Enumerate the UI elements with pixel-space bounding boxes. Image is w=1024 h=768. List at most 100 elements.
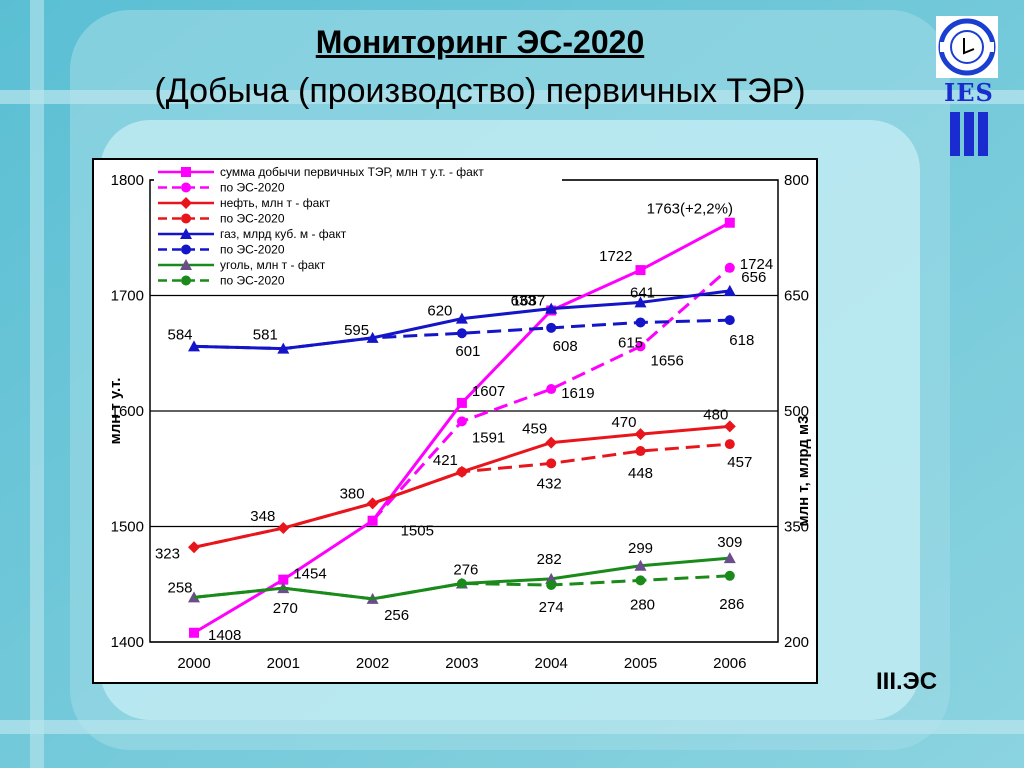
- data-label: 282: [537, 551, 562, 568]
- data-label: 1607: [472, 383, 505, 400]
- data-label: 581: [253, 327, 278, 344]
- data-point: [635, 575, 646, 586]
- legend-swatch-marker: [180, 228, 192, 239]
- legend-entry: газ, млрд куб. м - факт: [220, 227, 347, 241]
- legend-swatch-marker: [181, 182, 191, 193]
- data-point: [456, 397, 467, 408]
- data-label: 1619: [561, 385, 594, 402]
- data-point: [546, 458, 557, 469]
- data-point: [456, 466, 467, 477]
- data-label: 432: [537, 475, 562, 492]
- data-point: [634, 296, 647, 308]
- data-label: 448: [628, 465, 653, 482]
- x-tick-label: 2005: [624, 655, 657, 672]
- data-point: [635, 317, 646, 328]
- x-tick-label: 2001: [267, 655, 300, 672]
- x-tick-label: 2000: [177, 655, 210, 672]
- logo-text: IES: [944, 78, 994, 107]
- chart-panel: 1400 200 1500 350 1600 500 1700 650 1800 800 2000 2…: [92, 158, 818, 684]
- data-point: [455, 312, 468, 324]
- x-tick-label: 2003: [445, 655, 478, 672]
- section-label: III.ЭС: [876, 668, 938, 695]
- data-label: 480: [703, 406, 728, 423]
- data-label: 641: [630, 284, 655, 301]
- data-label: 1763(+2,2%): [647, 201, 733, 218]
- data-label: 584: [167, 326, 192, 343]
- y-right-tick-label: 200: [784, 634, 809, 651]
- legend-entry: по ЭС-2020: [220, 181, 285, 195]
- y-left-axis-label: млн т у.т.: [107, 378, 124, 445]
- data-label: 1722: [599, 248, 632, 265]
- data-label: 470: [611, 414, 636, 431]
- data-label: 615: [618, 334, 643, 351]
- data-label: 608: [553, 338, 578, 355]
- data-label: 595: [344, 322, 369, 339]
- data-label: 1656: [651, 352, 684, 369]
- legend-entry: по ЭС-2020: [220, 274, 285, 288]
- legend-entry: уголь, млн т - факт: [220, 258, 326, 272]
- data-label: 1505: [401, 523, 434, 540]
- legend-swatch-marker: [181, 167, 191, 177]
- page-title: Мониторинг ЭС-2020: [315, 24, 645, 60]
- y-left-tick-label: 1400: [111, 634, 144, 651]
- y-left-tick-label: 1800: [111, 172, 144, 189]
- legend-swatch-marker: [181, 275, 191, 286]
- data-label: 256: [384, 607, 409, 624]
- data-point: [456, 416, 467, 427]
- data-point: [546, 384, 557, 395]
- data-point: [724, 570, 735, 581]
- data-label: 421: [433, 452, 458, 469]
- data-point: [724, 439, 735, 450]
- data-label: 601: [455, 343, 480, 360]
- y-right-tick-label: 800: [784, 172, 809, 189]
- data-label: 299: [628, 540, 653, 557]
- data-point: [723, 552, 736, 564]
- data-point: [635, 341, 646, 352]
- y-left-tick-label: 1600: [111, 403, 144, 420]
- data-label: 620: [427, 303, 452, 320]
- series-line-3: [193, 442, 730, 549]
- data-label: 309: [717, 534, 742, 551]
- series-line-2: [193, 424, 730, 549]
- data-label: 274: [539, 599, 564, 616]
- data-label: 323: [155, 545, 180, 562]
- legend-entry: по ЭС-2020: [220, 243, 285, 257]
- data-point: [635, 446, 646, 457]
- data-point: [724, 217, 735, 228]
- y-right-tick-label: 500: [784, 403, 809, 420]
- data-point: [545, 302, 558, 314]
- data-label: 1454: [293, 566, 326, 583]
- data-point: [367, 515, 378, 526]
- data-point: [723, 420, 736, 433]
- data-label: 1724: [740, 256, 773, 273]
- data-label: 380: [340, 485, 365, 502]
- series-line-1: [371, 266, 731, 522]
- data-label: 258: [167, 579, 192, 596]
- legend-swatch-marker: [181, 244, 191, 255]
- data-label: 618: [729, 332, 754, 349]
- data-point: [188, 541, 200, 554]
- data-label: 270: [273, 600, 298, 617]
- data-point: [188, 340, 200, 352]
- y-right-axis-label: млн т, млрд м3: [795, 416, 812, 527]
- x-tick-label: 2002: [356, 655, 389, 672]
- data-label: 457: [727, 454, 752, 471]
- x-tick-label: 2006: [713, 655, 746, 672]
- y-left-tick-label: 1700: [111, 288, 144, 305]
- page-subtitle: (Добыча (производство) первичных ТЭР): [154, 72, 806, 110]
- data-label: 276: [453, 561, 478, 578]
- data-label: 280: [630, 596, 655, 613]
- data-point: [724, 315, 735, 326]
- data-point: [634, 559, 647, 571]
- legend-entry: нефть, млн т - факт: [220, 196, 331, 210]
- data-label: 633: [511, 293, 536, 310]
- y-right-tick-label: 350: [784, 519, 809, 536]
- data-point: [723, 284, 736, 296]
- data-label: 656: [741, 269, 766, 286]
- legend-swatch-marker: [181, 213, 191, 224]
- legend-swatch-marker: [180, 259, 192, 270]
- data-point: [366, 497, 379, 510]
- data-point: [546, 322, 557, 333]
- data-point: [546, 580, 557, 591]
- data-point: [278, 574, 289, 585]
